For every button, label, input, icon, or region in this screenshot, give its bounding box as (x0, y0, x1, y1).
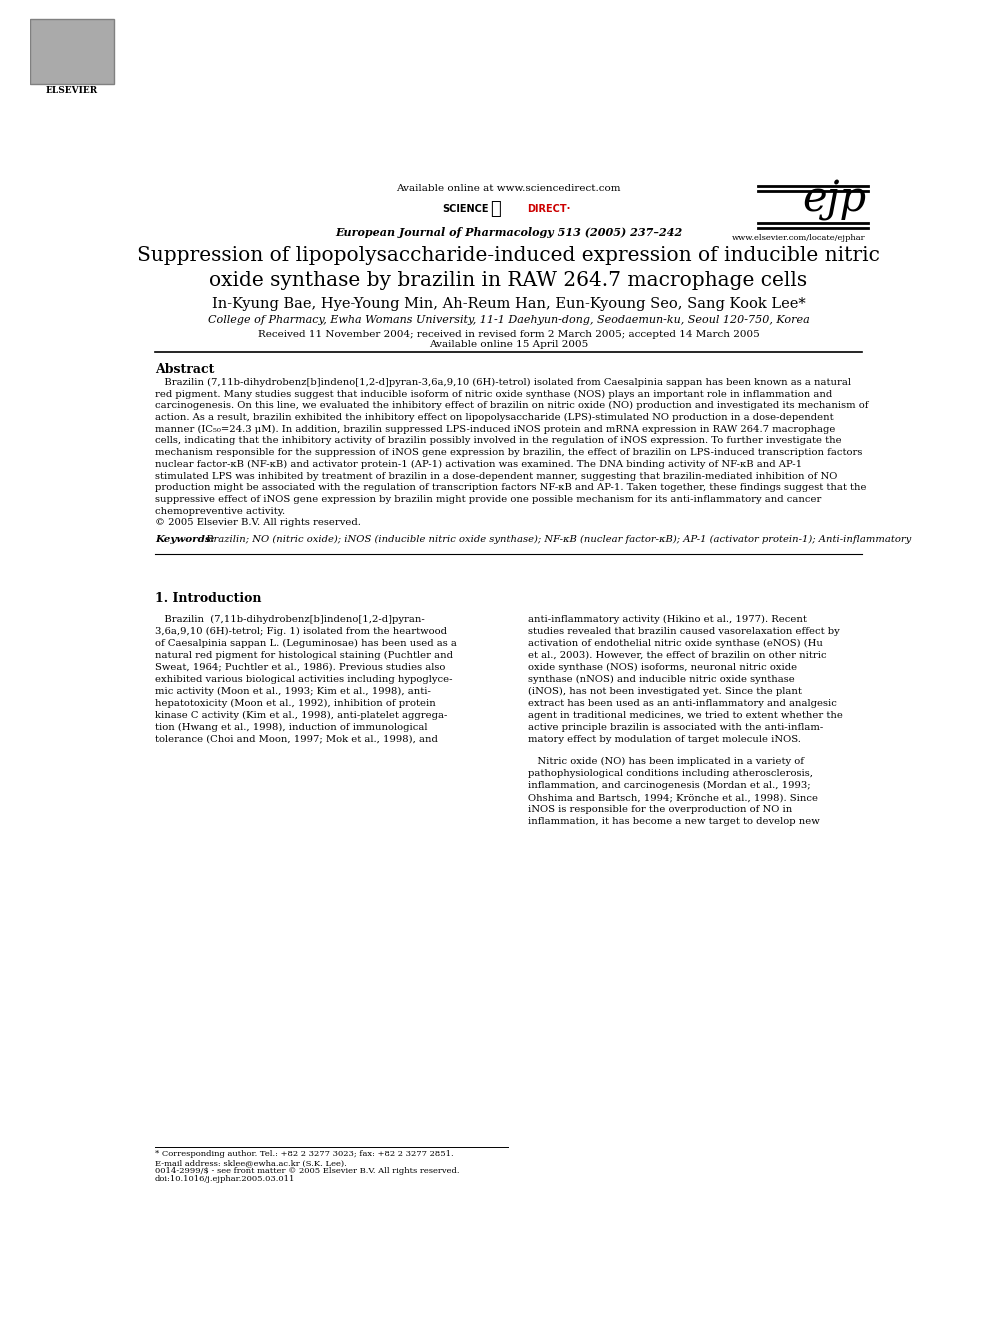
Text: nuclear factor-κB (NF-κB) and activator protein-1 (AP-1) activation was examined: nuclear factor-κB (NF-κB) and activator … (155, 460, 802, 468)
Text: SCIENCE: SCIENCE (441, 204, 488, 213)
Text: 0014-2999/$ - see front matter © 2005 Elsevier B.V. All rights reserved.: 0014-2999/$ - see front matter © 2005 El… (155, 1167, 459, 1175)
Text: mic activity (Moon et al., 1993; Kim et al., 1998), anti-: mic activity (Moon et al., 1993; Kim et … (155, 687, 431, 696)
FancyBboxPatch shape (30, 20, 114, 83)
Text: extract has been used as an anti-inflammatory and analgesic: extract has been used as an anti-inflamm… (528, 699, 836, 708)
Text: action. As a result, brazilin exhibited the inhibitory effect on lipopolysacchar: action. As a result, brazilin exhibited … (155, 413, 833, 422)
Text: synthase (nNOS) and inducible nitric oxide synthase: synthase (nNOS) and inducible nitric oxi… (528, 675, 795, 684)
Text: tion (Hwang et al., 1998), induction of immunological: tion (Hwang et al., 1998), induction of … (155, 722, 428, 732)
Text: inflammation, and carcinogenesis (Mordan et al., 1993;: inflammation, and carcinogenesis (Mordan… (528, 781, 810, 790)
Text: www.elsevier.com/locate/ejphar: www.elsevier.com/locate/ejphar (732, 234, 866, 242)
Text: Brazilin (7,11b-dihydrobenz[b]indeno[1,2-d]pyran-3,6a,9,10 (6H)-tetrol) isolated: Brazilin (7,11b-dihydrobenz[b]indeno[1,2… (155, 378, 851, 386)
Text: ⓐ: ⓐ (490, 200, 501, 218)
Text: kinase C activity (Kim et al., 1998), anti-platelet aggrega-: kinase C activity (Kim et al., 1998), an… (155, 710, 447, 720)
Text: * Corresponding author. Tel.: +82 2 3277 3023; fax: +82 2 3277 2851.: * Corresponding author. Tel.: +82 2 3277… (155, 1150, 453, 1158)
Text: 3,6a,9,10 (6H)-tetrol; Fig. 1) isolated from the heartwood: 3,6a,9,10 (6H)-tetrol; Fig. 1) isolated … (155, 627, 446, 636)
Text: red pigment. Many studies suggest that inducible isoform of nitric oxide synthas: red pigment. Many studies suggest that i… (155, 389, 832, 398)
Text: Brazilin  (7,11b-dihydrobenz[b]indeno[1,2-d]pyran-: Brazilin (7,11b-dihydrobenz[b]indeno[1,2… (155, 615, 425, 623)
Text: © 2005 Elsevier B.V. All rights reserved.: © 2005 Elsevier B.V. All rights reserved… (155, 519, 361, 528)
Text: European Journal of Pharmacology 513 (2005) 237–242: European Journal of Pharmacology 513 (20… (334, 228, 682, 238)
Text: College of Pharmacy, Ewha Womans University, 11-1 Daehyun-dong, Seodaemun-ku, Se: College of Pharmacy, Ewha Womans Univers… (207, 315, 809, 324)
Text: Suppression of lipopolysaccharide-induced expression of inducible nitric
oxide s: Suppression of lipopolysaccharide-induce… (137, 246, 880, 290)
Text: suppressive effect of iNOS gene expression by brazilin might provide one possibl: suppressive effect of iNOS gene expressi… (155, 495, 821, 504)
Text: hepatotoxicity (Moon et al., 1992), inhibition of protein: hepatotoxicity (Moon et al., 1992), inhi… (155, 699, 435, 708)
Text: Available online 15 April 2005: Available online 15 April 2005 (429, 340, 588, 349)
Text: In-Kyung Bae, Hye-Young Min, Ah-Reum Han, Eun-Kyoung Seo, Sang Kook Lee*: In-Kyung Bae, Hye-Young Min, Ah-Reum Han… (211, 298, 806, 311)
Text: chemopreventive activity.: chemopreventive activity. (155, 507, 285, 516)
Text: studies revealed that brazilin caused vasorelaxation effect by: studies revealed that brazilin caused va… (528, 627, 839, 635)
Text: ejp: ejp (802, 179, 866, 221)
Text: active principle brazilin is associated with the anti-inflam-: active principle brazilin is associated … (528, 722, 823, 732)
Text: of Caesalpinia sappan L. (Leguminosae) has been used as a: of Caesalpinia sappan L. (Leguminosae) h… (155, 639, 456, 648)
Text: natural red pigment for histological staining (Puchtler and: natural red pigment for histological sta… (155, 651, 452, 660)
Text: anti-inflammatory activity (Hikino et al., 1977). Recent: anti-inflammatory activity (Hikino et al… (528, 615, 806, 623)
Text: 1. Introduction: 1. Introduction (155, 593, 261, 605)
Text: activation of endothelial nitric oxide synthase (eNOS) (Hu: activation of endothelial nitric oxide s… (528, 639, 822, 648)
Text: carcinogenesis. On this line, we evaluated the inhibitory effect of brazilin on : carcinogenesis. On this line, we evaluat… (155, 401, 868, 410)
Text: Abstract: Abstract (155, 363, 214, 376)
Text: pathophysiological conditions including atherosclerosis,: pathophysiological conditions including … (528, 769, 812, 778)
Text: cells, indicating that the inhibitory activity of brazilin possibly involved in : cells, indicating that the inhibitory ac… (155, 437, 841, 446)
Text: Received 11 November 2004; received in revised form 2 March 2005; accepted 14 Ma: Received 11 November 2004; received in r… (258, 329, 759, 339)
Text: Keywords:: Keywords: (155, 536, 214, 544)
Text: tolerance (Choi and Moon, 1997; Mok et al., 1998), and: tolerance (Choi and Moon, 1997; Mok et a… (155, 734, 437, 744)
Text: et al., 2003). However, the effect of brazilin on other nitric: et al., 2003). However, the effect of br… (528, 651, 826, 660)
Text: ELSEVIER: ELSEVIER (46, 86, 97, 95)
Text: DIRECT·: DIRECT· (527, 204, 570, 213)
Text: Available online at www.sciencedirect.com: Available online at www.sciencedirect.co… (396, 184, 621, 193)
Text: oxide synthase (NOS) isoforms, neuronal nitric oxide: oxide synthase (NOS) isoforms, neuronal … (528, 663, 797, 672)
Text: exhibited various biological activities including hypoglyce-: exhibited various biological activities … (155, 675, 452, 684)
Text: Ohshima and Bartsch, 1994; Krönche et al., 1998). Since: Ohshima and Bartsch, 1994; Krönche et al… (528, 792, 817, 802)
Text: Nitric oxide (NO) has been implicated in a variety of: Nitric oxide (NO) has been implicated in… (528, 757, 804, 766)
Text: manner (IC₅₀=24.3 μM). In addition, brazilin suppressed LPS-induced iNOS protein: manner (IC₅₀=24.3 μM). In addition, braz… (155, 425, 835, 434)
Text: stimulated LPS was inhibited by treatment of brazilin in a dose-dependent manner: stimulated LPS was inhibited by treatmen… (155, 471, 837, 480)
Text: doi:10.1016/j.ejphar.2005.03.011: doi:10.1016/j.ejphar.2005.03.011 (155, 1175, 296, 1184)
Text: matory effect by modulation of target molecule iNOS.: matory effect by modulation of target mo… (528, 734, 801, 744)
Text: E-mail address: sklee@ewha.ac.kr (S.K. Lee).: E-mail address: sklee@ewha.ac.kr (S.K. L… (155, 1159, 346, 1167)
Text: Sweat, 1964; Puchtler et al., 1986). Previous studies also: Sweat, 1964; Puchtler et al., 1986). Pre… (155, 663, 445, 672)
Text: iNOS is responsible for the overproduction of NO in: iNOS is responsible for the overproducti… (528, 806, 792, 814)
Text: mechanism responsible for the suppression of iNOS gene expression by brazilin, t: mechanism responsible for the suppressio… (155, 448, 862, 456)
Text: production might be associated with the regulation of transcription factors NF-κ: production might be associated with the … (155, 483, 866, 492)
Text: (iNOS), has not been investigated yet. Since the plant: (iNOS), has not been investigated yet. S… (528, 687, 802, 696)
Text: agent in traditional medicines, we tried to extent whether the: agent in traditional medicines, we tried… (528, 710, 842, 720)
Text: Brazilin; NO (nitric oxide); iNOS (inducible nitric oxide synthase); NF-κB (nucl: Brazilin; NO (nitric oxide); iNOS (induc… (203, 536, 912, 544)
Text: inflammation, it has become a new target to develop new: inflammation, it has become a new target… (528, 818, 819, 826)
